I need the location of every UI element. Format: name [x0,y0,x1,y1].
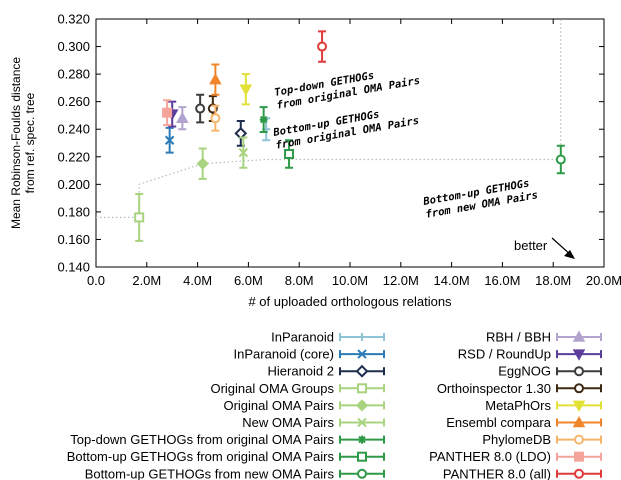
x-tick-label: 4.0M [183,273,212,288]
legend-label: Orthoinspector 1.30 [437,381,551,396]
legend-entry-rsd-roundup: RSD / RoundUp [458,347,602,362]
legend-entry-metaphors: MetaPhOrs [485,398,602,413]
legend-label: PANTHER 8.0 (all) [443,466,551,480]
annotation-bottom-up-original: Bottom-up GETHOGsfrom original OMA Pairs [271,102,420,152]
legend-label: Original OMA Groups [210,381,334,396]
legend-label: Hieranoid 2 [268,364,335,379]
legend-entry-panther-8-0-ldo: PANTHER 8.0 (LDO) [429,449,602,464]
legend-entry-eggnog: EggNOG [498,364,602,379]
legend-entry-inparanoid-core: InParanoid (core) [234,347,385,362]
point-panther-8-0-ldo [162,99,173,127]
legend-label: RSD / RoundUp [458,347,551,362]
x-tick-label: 0.0 [87,273,105,288]
x-tick-label: 16.0M [484,273,520,288]
point-metaphors [239,73,253,106]
legend-label: PANTHER 8.0 (LDO) [429,449,551,464]
x-tick-label: 12.0M [383,273,419,288]
annotations: Top-down GETHOGsfrom original OMA PairsB… [271,62,575,259]
legend-label: Bottom-up GETHOGs from original OMA Pair… [67,449,335,464]
legend-entry-panther-8-0-all: PANTHER 8.0 (all) [443,466,602,480]
legend-entry-phylomedb: PhylomeDB [482,432,602,447]
x-tick-label: 14.0M [434,273,470,288]
annotation-better: better [514,238,548,253]
annotation-top-down: Top-down GETHOGsfrom original OMA Pairs [273,62,421,112]
legend-label: New OMA Pairs [242,415,334,430]
x-tick-label: 2.0M [132,273,161,288]
y-tick-label: 0.320 [57,12,90,27]
point-phylomedb [210,104,221,132]
point-original-oma-pairs [196,147,209,180]
y-tick-label: 0.140 [57,260,90,275]
data-points [134,30,566,242]
y-axis-label: Mean Robinson-Foulds distancefrom ref. s… [9,57,37,229]
legend-entry-bottom-up-gethogs-from-new-oma-pairs: Bottom-up GETHOGs from new OMA Pairs [85,466,385,480]
point-inparanoid-core [164,126,175,154]
x-tick-label: 10.0M [332,273,368,288]
y-tick-label: 0.160 [57,232,90,247]
x-tick-label: 18.0M [535,273,571,288]
legend-entry-new-oma-pairs: New OMA Pairs [242,415,385,430]
legend-label: MetaPhOrs [485,398,551,413]
legend-entry-top-down-gethogs-from-original-oma-pairs: Top-down GETHOGs from original OMA Pairs [70,432,385,447]
legend-entry-hieranoid-2: Hieranoid 2 [268,364,385,379]
y-tick-label: 0.220 [57,149,90,164]
y-tick-label: 0.240 [57,122,90,137]
legend-entry-original-oma-pairs: Original OMA Pairs [223,398,385,413]
legend-entry-rbh-bbh: RBH / BBH [486,330,602,345]
legend-entry-bottom-up-gethogs-from-original-oma-pairs: Bottom-up GETHOGs from original OMA Pair… [67,449,385,464]
legend-label: Ensembl compara [446,415,552,430]
legend-entry-orthoinspector-1-30: Orthoinspector 1.30 [437,381,602,396]
point-rbh-bbh [176,106,189,131]
point-new-oma-pairs [238,136,249,169]
legend-label: InParanoid (core) [234,347,334,362]
point-panther-8-0-all [317,30,328,63]
axes: 0.0 2.0M 4.0M 6.0M 8.0M 10.0M 12.0M 14.0M 16.0M 1… [9,12,621,310]
x-axis-label: # of uploaded orthologous relations [248,294,452,309]
legend: InParanoid InParanoid (core) Hieranoid 2 Or… [67,330,602,480]
y-tick-label: 0.300 [57,39,90,54]
legend-label: RBH / BBH [486,330,551,345]
legend-entry-inparanoid: InParanoid [271,330,385,345]
point-eggnog [195,93,206,124]
point-original-oma-groups [134,192,145,242]
y-tick-label: 0.180 [57,204,90,219]
y-tick-label: 0.260 [57,94,90,109]
legend-label: Bottom-up GETHOGs from new OMA Pairs [85,466,335,480]
better-arrowhead [564,250,575,259]
legend-label: EggNOG [498,364,551,379]
x-tick-label: 6.0M [234,273,263,288]
point-bottom-up-gethogs-from-original-oma-pairs [284,139,295,169]
x-tick-label: 20.0M [586,273,621,288]
legend-entry-original-oma-groups: Original OMA Groups [210,381,385,396]
legend-label: InParanoid [271,330,334,345]
legend-label: PhylomeDB [482,432,551,447]
point-top-down-gethogs-from-original-oma-pairs [259,106,268,133]
legend-label: Original OMA Pairs [223,398,334,413]
legend-entry-ensembl-compara: Ensembl compara [446,415,602,430]
point-bottom-up-gethogs-from-new-oma-pairs [555,144,566,175]
y-tick-label: 0.200 [57,177,90,192]
point-ensembl-compara [209,63,222,96]
legend-label: Top-down GETHOGs from original OMA Pairs [70,432,334,447]
x-tick-label: 8.0M [285,273,314,288]
annotation-bottom-up-new: Bottom-up GETHOGsfrom new OMA Pairs [421,176,538,221]
y-tick-label: 0.280 [57,67,90,82]
